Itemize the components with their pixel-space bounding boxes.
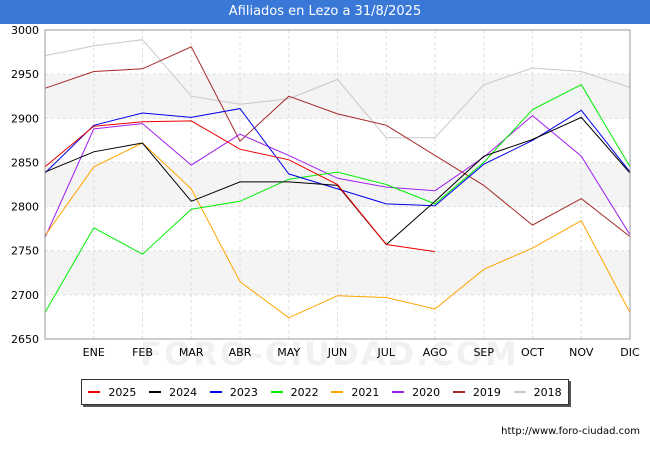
series-line-2025 [44,120,436,253]
legend-item-2021: 2021 [331,386,379,399]
watermark: FORO-CIUDAD.COM [140,335,519,373]
y-tick-label: 2850 [11,156,39,169]
y-tick-label: 2900 [11,112,39,125]
x-axis-ticks: ENE FEB MAR ABR MAY JUN JUL AGO SEP OCT NOV DIC [83,346,640,359]
x-tick-label: JUL [377,346,396,359]
legend-item-2024: 2024 [149,386,197,399]
x-tick-label: MAY [277,346,300,359]
series-lines [44,39,631,319]
plot-border [44,29,631,340]
x-tick-label: MAR [179,346,204,359]
y-tick-label: 3000 [11,24,39,37]
series-line-2022 [44,84,631,313]
series-line-2020 [44,114,631,238]
x-tick-label: AGO [423,346,448,359]
legend: 2025 2024 2023 2022 2021 2020 2019 2018 [81,379,569,405]
legend-item-2019: 2019 [452,385,501,399]
legend-item-2020: 2020 [392,386,440,399]
legend-label: 2018 [533,385,562,399]
legend-label: 2020 [412,385,441,399]
legend-item-2023: 2023 [209,385,258,399]
x-tick-label: DIC [620,346,640,359]
legend-swatch [270,391,283,393]
legend-label: 2025 [108,385,137,399]
y-tick-label: 2800 [11,201,39,214]
chart-title: Afiliados en Lezo a 31/8/2025 [0,0,650,24]
legend-label: 2021 [351,385,380,399]
x-tick-label: ENE [83,346,105,359]
legend-swatch [452,391,465,393]
x-tick-label: OCT [521,346,544,359]
x-tick-label: JUN [327,346,348,359]
legend-swatch [88,391,101,393]
series-line-2018 [44,39,631,139]
legend-label: 2019 [472,385,501,399]
y-tick-label: 2950 [11,68,39,81]
legend-item-2018: 2018 [513,385,562,399]
legend-swatch [331,391,344,393]
legend-label: 2024 [169,385,198,399]
x-tick-label: FEB [132,346,153,359]
legend-swatch [209,391,222,393]
series-line-2019 [44,46,631,237]
series-line-2024 [44,116,631,246]
y-axis-ticks: 2650 2700 2750 2800 2850 2900 2950 3000 [11,24,39,346]
legend-swatch [149,391,162,393]
legend-swatch [392,391,405,393]
legend-item-2022: 2022 [270,385,319,399]
y-tick-label: 2700 [11,289,39,302]
source-link[interactable]: http://www.foro-ciudad.com [501,426,640,437]
legend-swatch [513,391,526,393]
x-tick-label: SEP [473,346,494,359]
legend-label: 2023 [229,385,258,399]
x-tick-label: NOV [569,346,594,359]
legend-label: 2022 [290,385,319,399]
y-tick-label: 2750 [11,245,39,258]
x-tick-label: ABR [229,346,252,359]
y-tick-label: 2650 [11,333,39,346]
legend-item-2025: 2025 [88,386,136,399]
series-line-2023 [44,108,631,207]
